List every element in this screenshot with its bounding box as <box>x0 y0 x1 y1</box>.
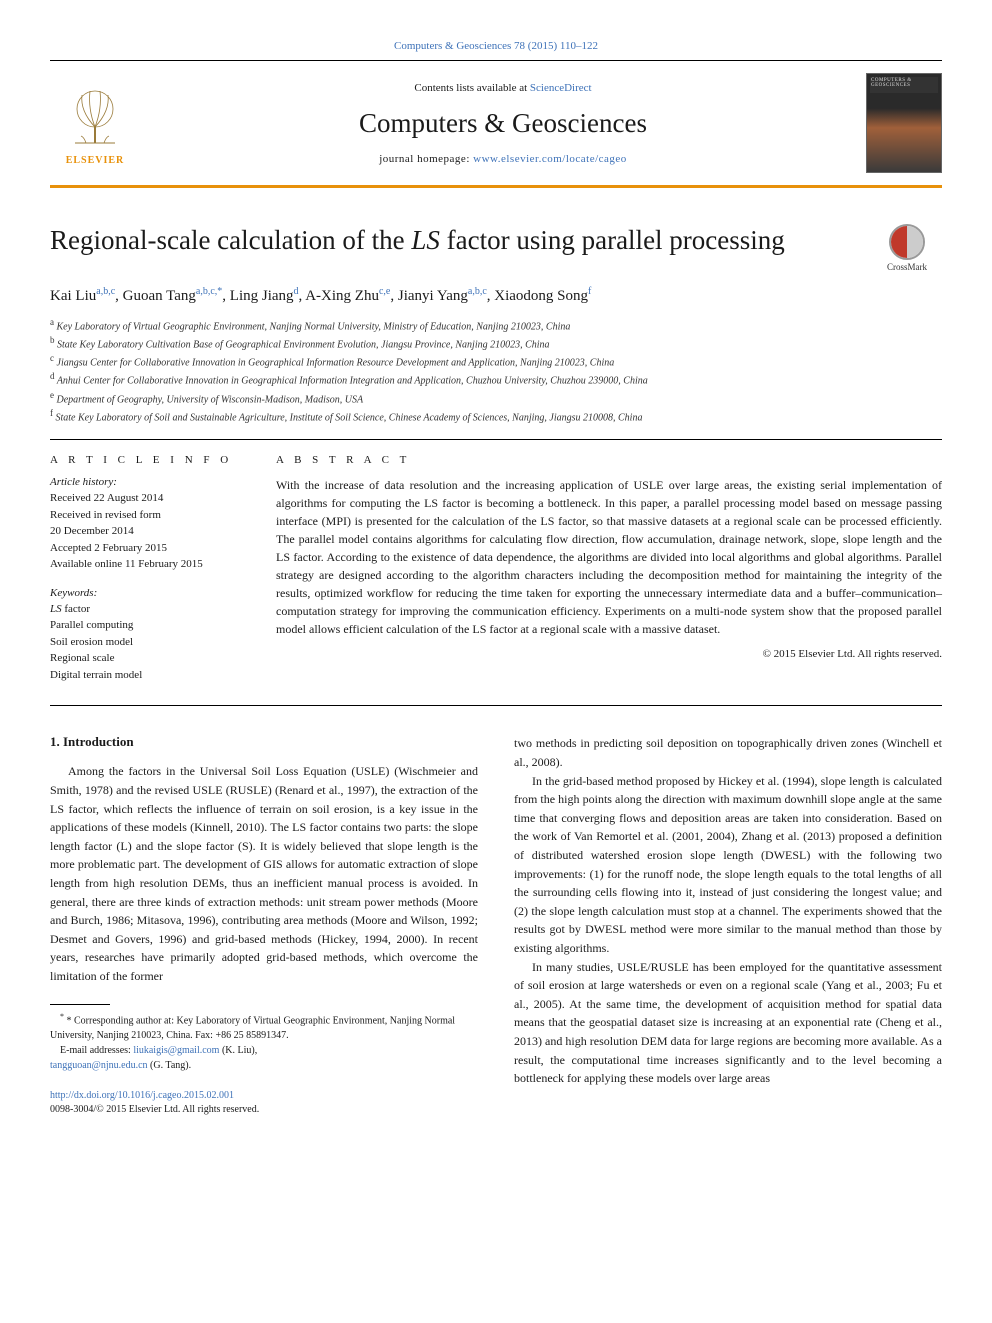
author-5-aff[interactable]: a,b,c <box>468 286 487 297</box>
column-right: two methods in predicting soil depositio… <box>514 734 942 1116</box>
crossmark-badge[interactable]: CrossMark <box>872 224 942 272</box>
author-1[interactable]: Kai Liu <box>50 288 96 304</box>
history-accepted: Accepted 2 February 2015 <box>50 540 240 557</box>
homepage-prefix: journal homepage: <box>379 153 473 165</box>
author-6-aff[interactable]: f <box>588 286 591 297</box>
aff-f: f State Key Laboratory of Soil and Susta… <box>50 407 942 425</box>
cover-title-small: COMPUTERS & GEOSCIENCES <box>871 78 941 88</box>
column-left: 1. Introduction Among the factors in the… <box>50 734 478 1116</box>
footnote-rule <box>50 1004 110 1005</box>
author-2[interactable]: Guoan Tang <box>123 288 196 304</box>
email-tang-who: (G. Tang). <box>148 1060 192 1071</box>
abstract-heading: A B S T R A C T <box>276 454 942 466</box>
crossmark-label: CrossMark <box>887 262 927 272</box>
aff-b: b State Key Laboratory Cultivation Base … <box>50 334 942 352</box>
corr-text: * Corresponding author at: Key Laborator… <box>50 1015 455 1041</box>
journal-header: ELSEVIER Contents lists available at Sci… <box>50 60 942 188</box>
email-footnote: E-mail addresses: liukaigis@gmail.com (K… <box>50 1043 478 1073</box>
intro-p4: In many studies, USLE/RUSLE has been emp… <box>514 958 942 1088</box>
abstract: A B S T R A C T With the increase of dat… <box>276 454 942 683</box>
aff-a: a Key Laboratory of Virtual Geographic E… <box>50 316 942 334</box>
divider-top <box>50 439 942 440</box>
doi-link[interactable]: http://dx.doi.org/10.1016/j.cageo.2015.0… <box>50 1090 234 1101</box>
keyword-5: Digital terrain model <box>50 667 240 684</box>
history-received: Received 22 August 2014 <box>50 490 240 507</box>
corresponding-author-footnote: * * Corresponding author at: Key Laborat… <box>50 1011 478 1043</box>
intro-p2: two methods in predicting soil depositio… <box>514 734 942 771</box>
info-abstract-row: A R T I C L E I N F O Article history: R… <box>50 454 942 683</box>
author-6[interactable]: Xiaodong Song <box>494 288 588 304</box>
author-1-aff[interactable]: a,b,c <box>96 286 115 297</box>
elsevier-label: ELSEVIER <box>66 155 125 166</box>
article-info: A R T I C L E I N F O Article history: R… <box>50 454 240 683</box>
history-revised-form: Received in revised form <box>50 507 240 524</box>
abstract-text: With the increase of data resolution and… <box>276 476 942 638</box>
affiliations: a Key Laboratory of Virtual Geographic E… <box>50 316 942 426</box>
email-liu-who: (K. Liu), <box>219 1045 257 1056</box>
header-center: Contents lists available at ScienceDirec… <box>156 82 850 165</box>
history-online: Available online 11 February 2015 <box>50 556 240 573</box>
sciencedirect-link[interactable]: ScienceDirect <box>530 82 592 94</box>
keyword-2: Parallel computing <box>50 617 240 634</box>
homepage-link[interactable]: www.elsevier.com/locate/cageo <box>473 153 627 165</box>
intro-p1: Among the factors in the Universal Soil … <box>50 762 478 985</box>
homepage-line: journal homepage: www.elsevier.com/locat… <box>156 153 850 165</box>
bottom-block: http://dx.doi.org/10.1016/j.cageo.2015.0… <box>50 1089 478 1117</box>
author-3-aff[interactable]: d <box>294 286 299 297</box>
email-tang[interactable]: tangguoan@njnu.edu.cn <box>50 1060 148 1071</box>
keyword-1: LS factor <box>50 601 240 618</box>
aff-c: c Jiangsu Center for Collaborative Innov… <box>50 352 942 370</box>
journal-cover-thumbnail[interactable]: COMPUTERS & GEOSCIENCES <box>866 73 942 173</box>
email-liu[interactable]: liukaigis@gmail.com <box>133 1045 219 1056</box>
elsevier-logo[interactable]: ELSEVIER <box>50 73 140 173</box>
author-5[interactable]: Jianyi Yang <box>398 288 468 304</box>
page-root: Computers & Geosciences 78 (2015) 110–12… <box>0 0 992 1157</box>
abstract-copyright: © 2015 Elsevier Ltd. All rights reserved… <box>276 648 942 660</box>
author-2-aff[interactable]: a,b,c,* <box>196 286 222 297</box>
history-revised-date: 20 December 2014 <box>50 523 240 540</box>
author-3[interactable]: Ling Jiang <box>230 288 294 304</box>
section-1-heading: 1. Introduction <box>50 734 478 750</box>
history-heading: Article history: <box>50 476 240 488</box>
article-info-heading: A R T I C L E I N F O <box>50 454 240 466</box>
title-italic: LS <box>411 225 440 255</box>
intro-p3: In the grid-based method proposed by Hic… <box>514 772 942 958</box>
keyword-3: Soil erosion model <box>50 634 240 651</box>
title-part-2: factor using parallel processing <box>440 225 785 255</box>
keyword-4: Regional scale <box>50 650 240 667</box>
author-4[interactable]: A-Xing Zhu <box>305 288 379 304</box>
elsevier-tree-icon <box>60 81 130 151</box>
journal-name: Computers & Geosciences <box>156 108 850 139</box>
body-columns: 1. Introduction Among the factors in the… <box>50 734 942 1116</box>
email-label: E-mail addresses: <box>60 1045 131 1056</box>
contents-prefix: Contents lists available at <box>414 82 529 94</box>
keywords-heading: Keywords: <box>50 587 240 599</box>
author-4-aff[interactable]: c,e <box>379 286 390 297</box>
aff-d: d Anhui Center for Collaborative Innovat… <box>50 370 942 388</box>
authors-line: Kai Liua,b,c, Guoan Tanga,b,c,*, Ling Ji… <box>50 284 942 308</box>
aff-e: e Department of Geography, University of… <box>50 389 942 407</box>
top-citation-link[interactable]: Computers & Geosciences 78 (2015) 110–12… <box>50 40 942 52</box>
issn-copyright: 0098-3004/© 2015 Elsevier Ltd. All right… <box>50 1104 259 1115</box>
keywords-list: LS factor Parallel computing Soil erosio… <box>50 601 240 684</box>
contents-line: Contents lists available at ScienceDirec… <box>156 82 850 94</box>
title-row: Regional-scale calculation of the LS fac… <box>50 224 942 272</box>
crossmark-icon <box>889 224 925 260</box>
history-lines: Received 22 August 2014 Received in revi… <box>50 490 240 573</box>
divider-body <box>50 705 942 706</box>
title-part-1: Regional-scale calculation of the <box>50 225 411 255</box>
article-title: Regional-scale calculation of the LS fac… <box>50 224 852 256</box>
